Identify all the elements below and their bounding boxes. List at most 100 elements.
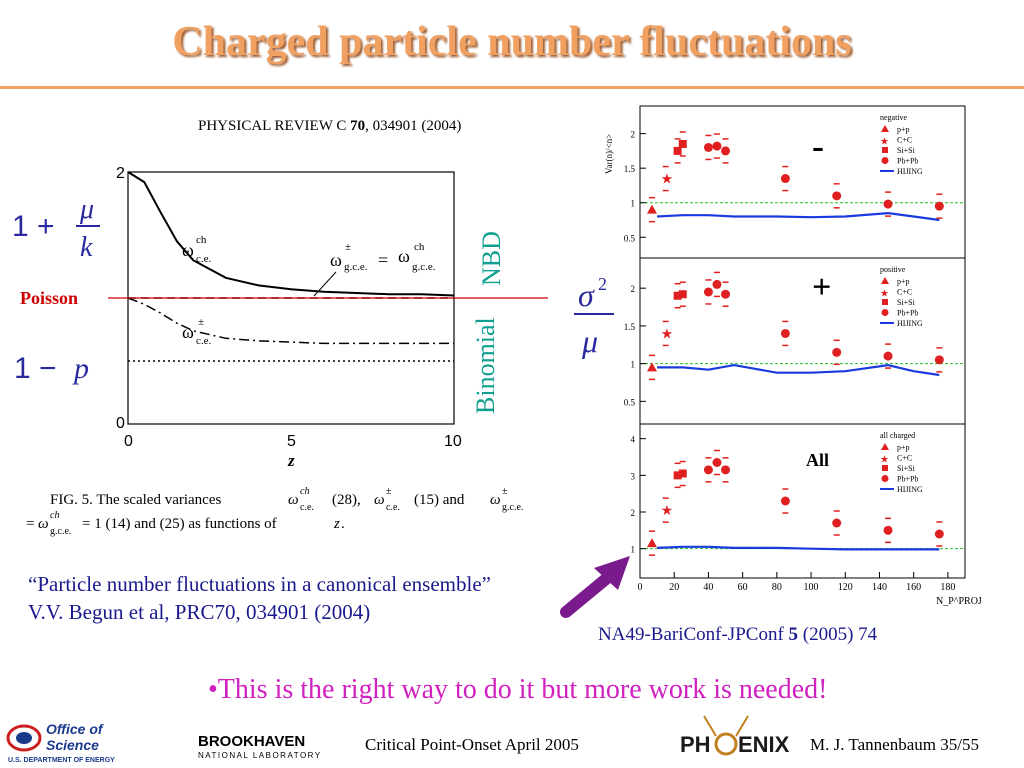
point-sisi xyxy=(678,140,687,148)
panel-symbol: All xyxy=(806,450,829,470)
svg-text:Office of: Office of xyxy=(46,721,104,737)
svg-text:1 +: 1 + xyxy=(12,210,55,243)
legend-label: p+p xyxy=(897,277,910,286)
legend-label: p+p xyxy=(897,443,910,452)
point-sisi xyxy=(673,471,682,480)
omega-ch-ce-label: ω xyxy=(182,240,194,260)
ytick-label: 4 xyxy=(631,435,636,445)
ytick-label: 1 xyxy=(631,360,636,370)
legend-marker xyxy=(881,125,889,132)
footer-talk-title: Critical Point-Onset April 2005 xyxy=(365,735,579,754)
legend-label: Pb+Pb xyxy=(897,157,918,166)
point-pbpb xyxy=(721,146,731,156)
xtick-label: 180 xyxy=(940,582,955,593)
legend-marker: ★ xyxy=(880,137,889,148)
ytick-label: 1 xyxy=(631,545,636,555)
svg-text:NATIONAL LABORATORY: NATIONAL LABORATORY xyxy=(198,751,322,760)
xtick-label: 20 xyxy=(669,582,679,593)
legend-marker xyxy=(882,299,888,305)
ytick-label: 2 xyxy=(631,130,636,140)
ytick-label: 0.5 xyxy=(624,233,636,243)
point-pbpb xyxy=(780,496,790,506)
svg-text:1 −: 1 − xyxy=(14,352,57,385)
left-citation: “Particle number fluctuations in a canon… xyxy=(28,572,491,624)
ytick-label: 1.5 xyxy=(624,164,636,174)
legend-title: negative xyxy=(880,113,908,122)
svg-text:μ: μ xyxy=(581,323,598,359)
legend-marker: ★ xyxy=(880,455,889,466)
poisson-label: Poisson xyxy=(20,288,79,308)
ytick-label: 1 xyxy=(631,199,636,209)
point-pp xyxy=(646,204,657,214)
hijing-line xyxy=(657,363,940,377)
svg-text:(28),: (28), xyxy=(332,492,361,508)
legend-label: Pb+Pb xyxy=(897,309,918,318)
slide-title: Charged particle number fluctuations xyxy=(172,19,852,65)
point-pp xyxy=(646,538,657,548)
legend-label: Si+Si xyxy=(897,146,916,155)
ytick-label: 3 xyxy=(631,471,636,481)
svg-text:ch: ch xyxy=(300,486,309,497)
svg-text:z: z xyxy=(333,516,340,532)
point-pbpb xyxy=(712,141,722,151)
point-cc: ★ xyxy=(661,173,674,188)
svg-text:±: ± xyxy=(198,316,204,328)
svg-text:c.e.: c.e. xyxy=(386,502,400,513)
point-pbpb xyxy=(883,199,893,209)
point-pbpb xyxy=(934,201,944,211)
binomial-label: Binomial xyxy=(471,317,500,414)
right-citation: NA49-BariConf-JPConf 5 (2005) 74 xyxy=(598,624,878,645)
nbd-label: NBD xyxy=(477,231,506,286)
footer-author-page: M. J. Tannenbaum 35/55 xyxy=(810,735,979,754)
svg-text:ω: ω xyxy=(288,492,299,508)
left-xtick-0: 0 xyxy=(124,433,133,450)
legend-label: C+C xyxy=(897,288,912,297)
point-pbpb xyxy=(832,518,842,528)
xtick-label: 80 xyxy=(772,582,782,593)
point-pbpb xyxy=(780,174,790,184)
panel-frame xyxy=(639,423,966,579)
legend-marker xyxy=(882,147,888,153)
office-of-science-logo: Office of Science U.S. DEPARTMENT OF ENE… xyxy=(6,721,115,764)
svg-text:c.e.: c.e. xyxy=(300,502,314,513)
left-xtick-10: 10 xyxy=(444,433,462,450)
point-pbpb xyxy=(703,465,713,475)
svg-text:c.e.: c.e. xyxy=(196,253,212,265)
svg-text:±: ± xyxy=(502,486,508,497)
svg-text:σ: σ xyxy=(578,277,595,313)
right-xlabel: N_P^PROJ xyxy=(936,596,982,607)
panel-frame xyxy=(639,105,966,259)
panel-symbol: + xyxy=(812,269,831,306)
point-pbpb xyxy=(934,529,944,539)
point-pbpb xyxy=(721,465,731,475)
svg-text:BROOKHAVEN: BROOKHAVEN xyxy=(198,733,305,750)
left-xlabel: z xyxy=(287,451,295,470)
legend-marker xyxy=(881,475,889,482)
ytick-label: 2 xyxy=(631,284,636,294)
left-ytick-top: 2 xyxy=(116,165,125,182)
panel-positive: 0.5 1 1.5 2 ★ positive p+p ★ C+CSi+Si Pb+PbHIJING… xyxy=(624,257,966,425)
point-cc: ★ xyxy=(661,327,674,342)
left-series-1 xyxy=(127,297,454,345)
right-ylabel: Var(n)/<n> xyxy=(604,134,614,174)
svg-text:ch: ch xyxy=(414,241,425,253)
legend-label: HIJING xyxy=(897,485,923,494)
svg-text:ω: ω xyxy=(398,246,410,266)
point-pbpb xyxy=(883,525,893,535)
xtick-label: 100 xyxy=(804,582,819,593)
left-series-0 xyxy=(127,171,455,297)
svg-text:±: ± xyxy=(345,241,351,253)
formula-1-minus-p: 1 − p xyxy=(14,352,89,385)
point-sisi xyxy=(673,291,682,300)
legend-marker xyxy=(882,465,888,471)
hijing-line xyxy=(657,211,940,222)
point-pbpb xyxy=(780,328,790,338)
point-pbpb xyxy=(832,347,842,357)
point-pbpb xyxy=(712,279,722,289)
svg-text:.: . xyxy=(341,516,345,532)
svg-text:±: ± xyxy=(386,486,392,497)
svg-text:g.c.e.: g.c.e. xyxy=(50,526,71,537)
left-xtick-5: 5 xyxy=(287,433,296,450)
